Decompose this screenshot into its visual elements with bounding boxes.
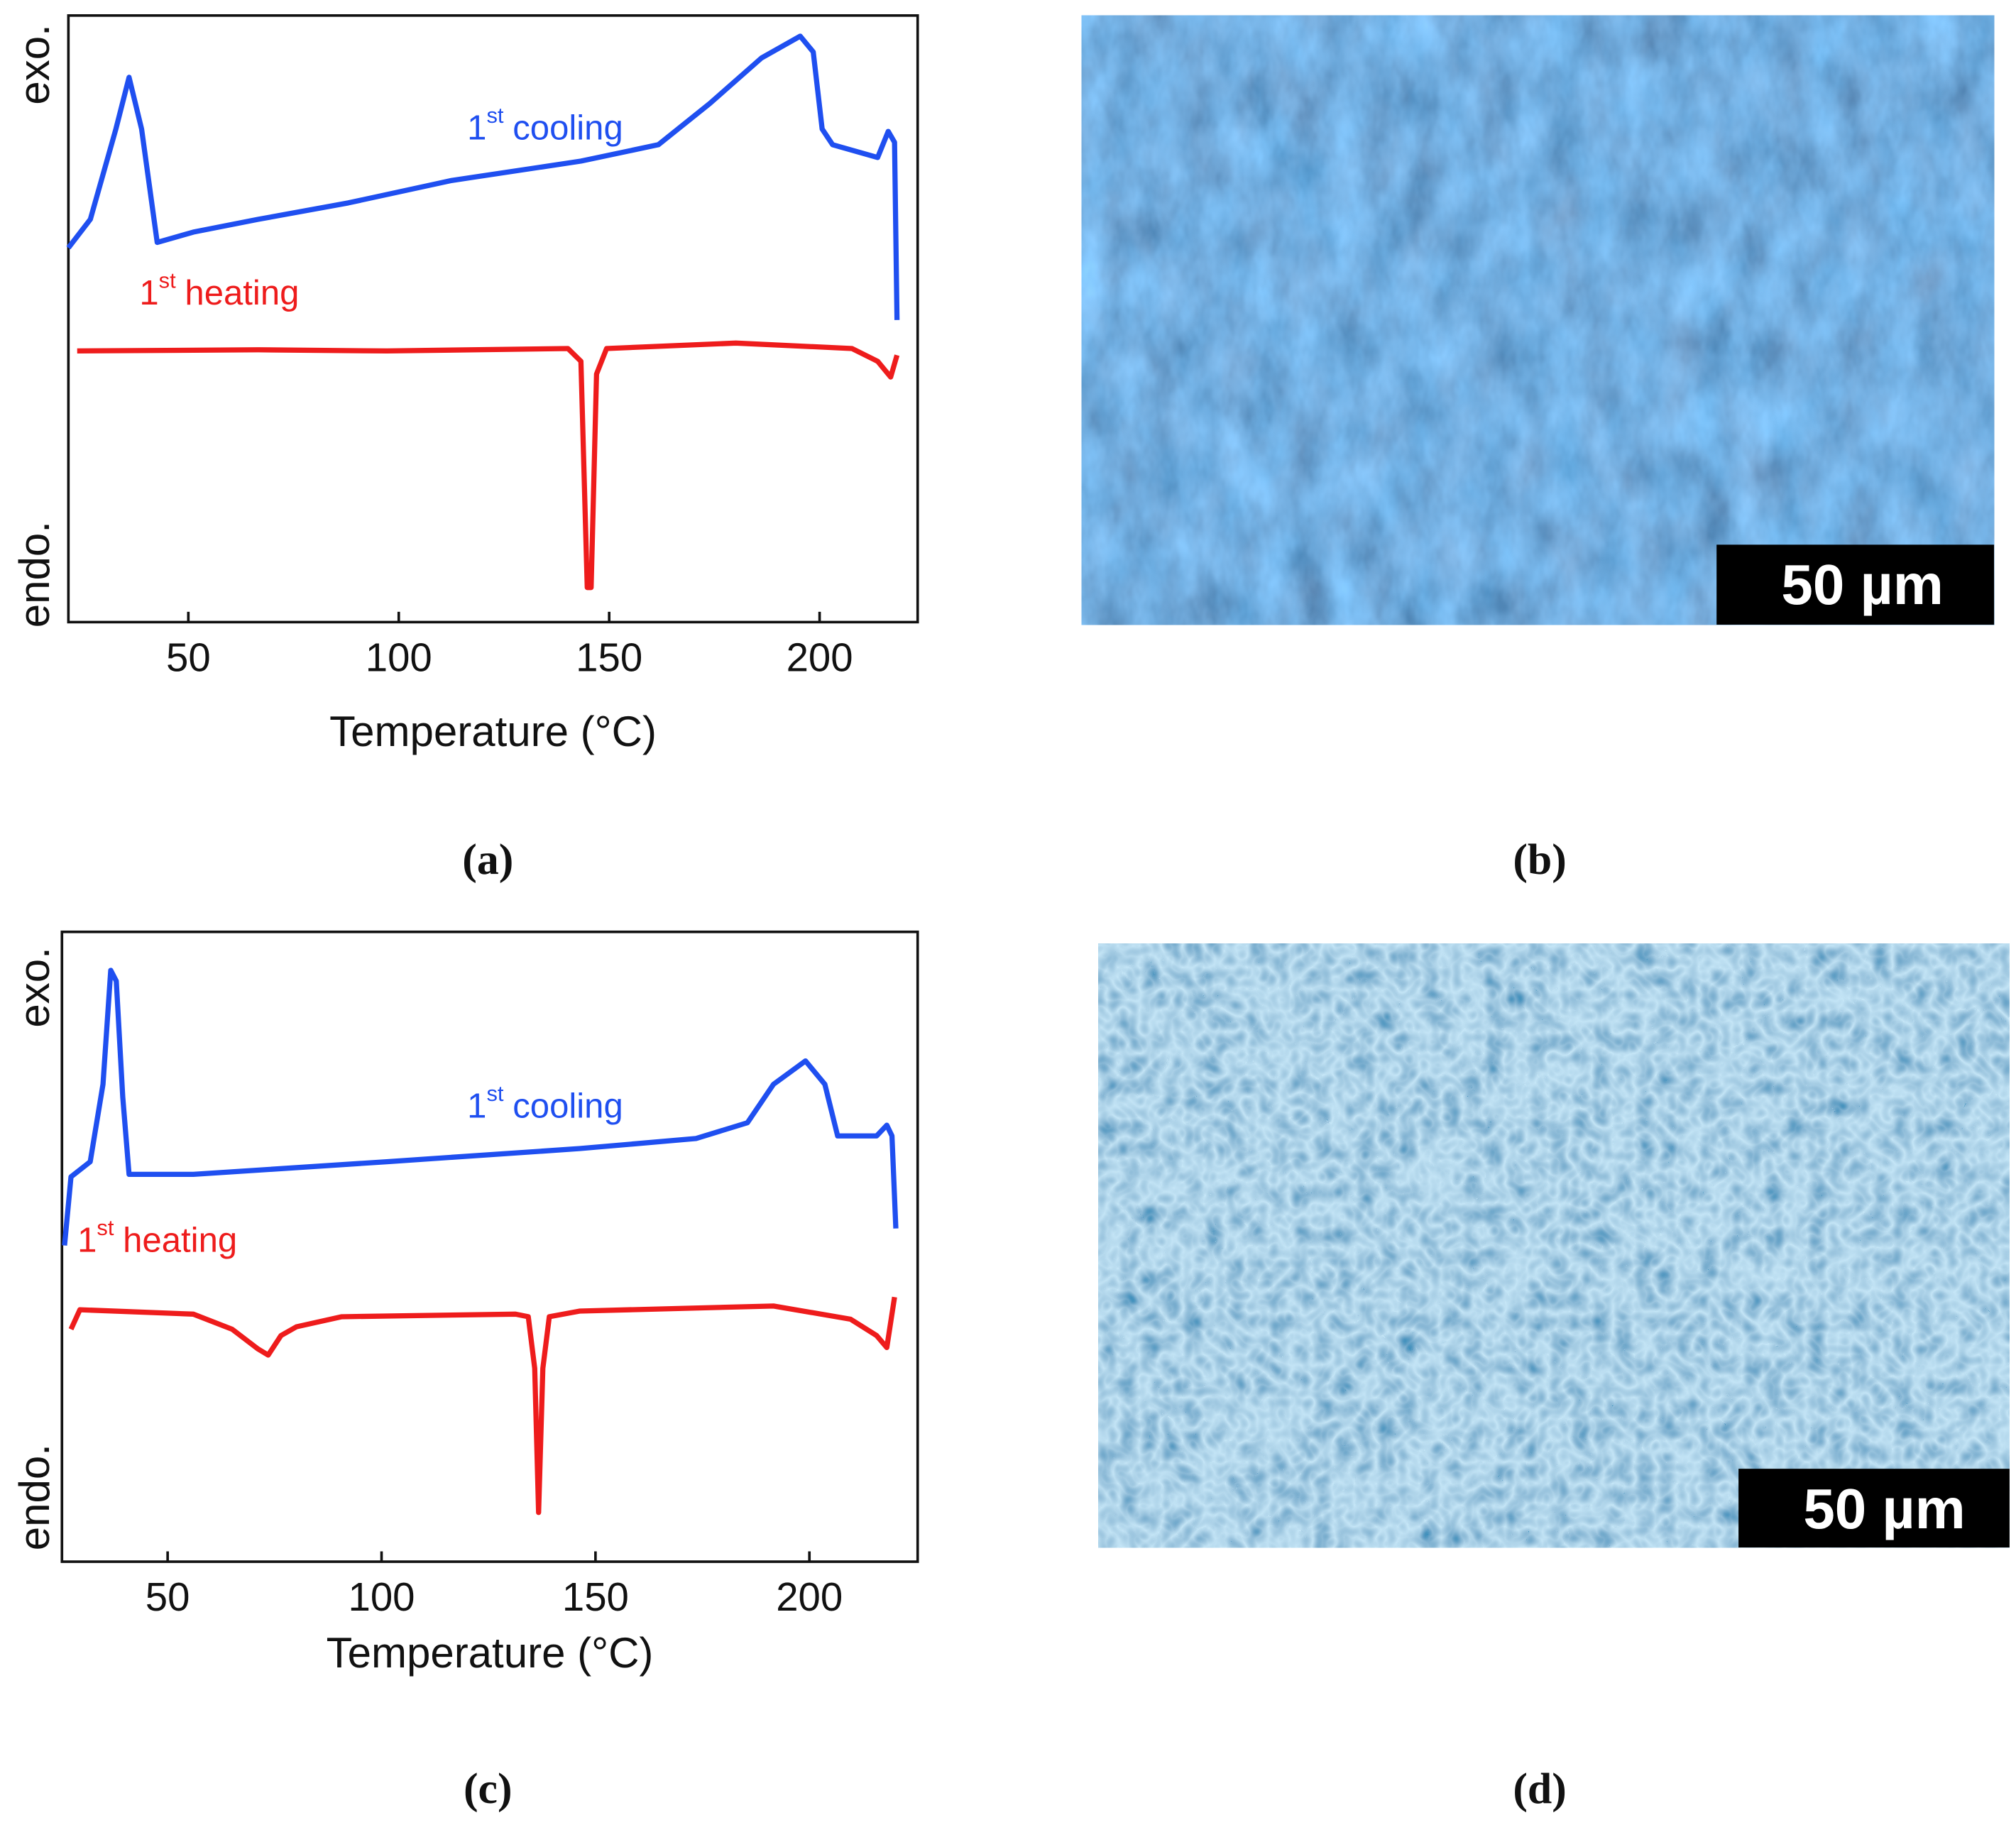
panel-label: (a) — [462, 835, 513, 884]
y-label-exo: exo. — [11, 24, 58, 104]
scale-bar — [1716, 544, 1995, 625]
micrograph-texture — [1081, 15, 1995, 625]
scale-bar — [1738, 1469, 2010, 1548]
x-axis-label: Temperature (°C) — [327, 1629, 654, 1677]
scale-bar-label: 50 µm — [1803, 1477, 1965, 1540]
y-label-endo: endo. — [11, 521, 58, 627]
series-label-number: 1 — [467, 109, 486, 147]
x-tick-label: 50 — [166, 635, 211, 680]
series-label-ordinal: st — [97, 1215, 114, 1240]
series-label: 1st cooling — [467, 1081, 623, 1126]
micrograph-texture — [1098, 943, 2010, 1548]
panel-label: (c) — [464, 1765, 513, 1813]
micrograph-b: 50 µm — [1081, 15, 1995, 625]
data-line — [66, 33, 900, 320]
x-tick-label: 200 — [787, 635, 853, 680]
series-label: 1st heating — [77, 1215, 237, 1260]
x-tick-label: 100 — [366, 635, 432, 680]
x-tick-label: 150 — [576, 635, 642, 680]
x-axis-label: Temperature (°C) — [329, 708, 657, 755]
series-label-ordinal: st — [486, 1081, 503, 1106]
x-tick-label: 150 — [562, 1574, 629, 1619]
series-label-ordinal: st — [159, 268, 176, 293]
series-label-text: cooling — [513, 109, 623, 147]
panel-label: (b) — [1513, 835, 1567, 884]
data-line — [77, 340, 900, 591]
series-label: 1st cooling — [467, 103, 623, 148]
x-tick-label: 200 — [776, 1574, 843, 1619]
series-label-number: 1 — [467, 1087, 486, 1126]
series-label: 1st heating — [139, 268, 299, 313]
micrograph-d: 50 µm — [1098, 943, 2010, 1548]
series-label-number: 1 — [77, 1222, 97, 1260]
series-label-text: cooling — [513, 1087, 623, 1126]
y-label-endo: endo. — [11, 1444, 58, 1550]
data-line — [62, 968, 899, 1246]
plot-frame — [60, 930, 919, 1563]
x-tick-label: 100 — [348, 1574, 415, 1619]
x-tick-label: 50 — [146, 1574, 190, 1619]
data-line — [68, 1296, 897, 1516]
series-label-text: heating — [123, 1222, 237, 1260]
y-label-exo: exo. — [11, 947, 58, 1027]
plot-frame — [67, 14, 919, 624]
panel-label: (d) — [1513, 1765, 1567, 1813]
scale-bar-label: 50 µm — [1781, 553, 1943, 616]
series-label-number: 1 — [139, 274, 158, 312]
series-label-text: heating — [185, 274, 299, 312]
series-label-ordinal: st — [486, 103, 503, 128]
